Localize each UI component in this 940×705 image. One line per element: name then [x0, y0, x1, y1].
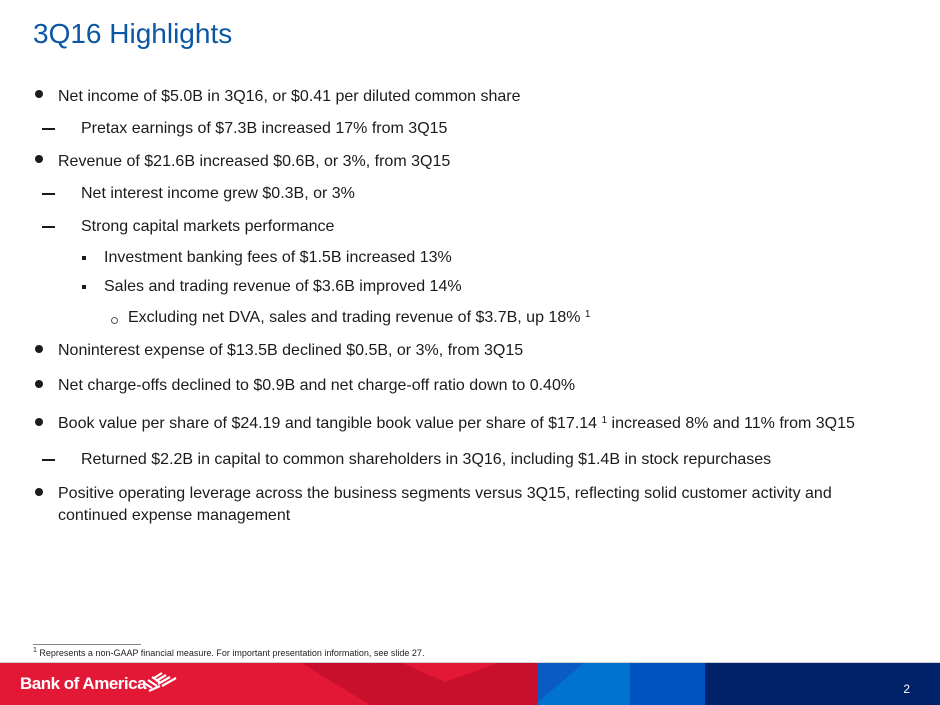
page-number: 2	[903, 682, 910, 696]
bullet-icon	[35, 345, 43, 353]
list-item: Returned $2.2B in capital to common shar…	[81, 451, 772, 468]
square-bullet-icon	[82, 285, 86, 289]
footnote-text: Represents a non-GAAP financial measure.…	[36, 648, 425, 658]
item-text: increased 8% and 11% from 3Q15	[607, 415, 855, 432]
dash-icon	[42, 193, 55, 195]
item-text: Excluding net DVA, sales and trading rev…	[128, 309, 585, 326]
list-item: Net charge-offs declined to $0.9B and ne…	[58, 377, 576, 394]
list-item-continuation: continued expense management	[58, 507, 291, 524]
list-item: Noninterest expense of $13.5B declined $…	[58, 342, 524, 359]
footnote: 1 Represents a non-GAAP financial measur…	[33, 647, 425, 658]
bullet-icon	[35, 380, 43, 388]
square-bullet-icon	[82, 256, 86, 260]
list-item: Excluding net DVA, sales and trading rev…	[128, 307, 590, 329]
page-title: 3Q16 Highlights	[33, 18, 233, 49]
dash-icon	[42, 226, 55, 228]
list-item: Strong capital markets performance	[81, 218, 335, 235]
bullet-icon	[35, 418, 43, 426]
dash-icon	[42, 128, 55, 130]
footnote-ref: 1	[584, 309, 591, 320]
list-item: Positive operating leverage across the b…	[58, 485, 832, 502]
circle-bullet-icon	[111, 317, 118, 324]
bullet-icon	[35, 155, 43, 163]
footnote-ref: 1	[601, 415, 608, 426]
flag-logo-icon	[143, 672, 177, 693]
bullet-icon	[35, 90, 43, 98]
list-item: Revenue of $21.6B increased $0.6B, or 3%…	[58, 153, 451, 170]
list-item: Net income of $5.0B in 3Q16, or $0.41 pe…	[58, 88, 521, 105]
list-item: Net interest income grew $0.3B, or 3%	[81, 185, 355, 202]
item-text: Book value per share of $24.19 and tangi…	[58, 415, 602, 432]
bank-of-america-logo: Bank of America	[20, 674, 147, 693]
list-item: Sales and trading revenue of $3.6B impro…	[104, 278, 462, 295]
list-item: Book value per share of $24.19 and tangi…	[58, 413, 855, 435]
dash-icon	[42, 459, 55, 461]
footer-bar	[0, 662, 940, 705]
list-item: Investment banking fees of $1.5B increas…	[104, 249, 452, 266]
footnote-divider	[33, 644, 141, 645]
list-item: Pretax earnings of $7.3B increased 17% f…	[81, 120, 448, 137]
footnote-marker: 1	[33, 647, 37, 654]
bullet-icon	[35, 488, 43, 496]
